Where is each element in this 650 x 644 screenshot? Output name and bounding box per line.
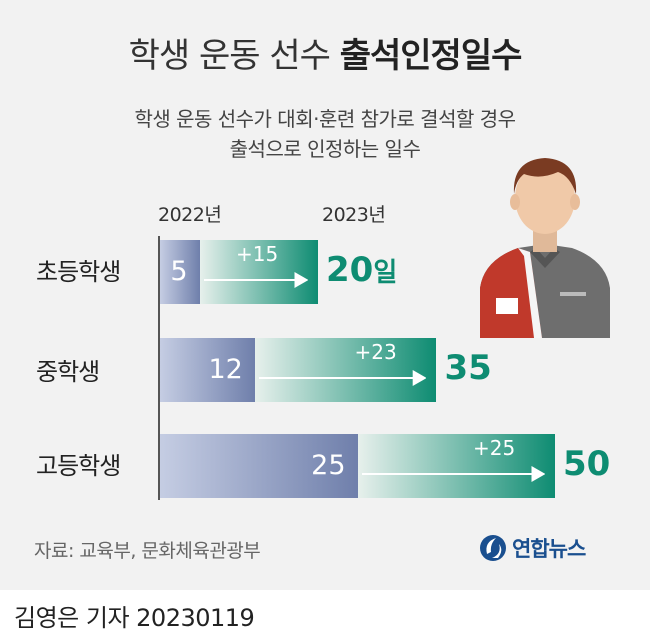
bar-2023-increase-elementary xyxy=(199,240,318,304)
yonhap-logo-icon xyxy=(480,535,506,561)
increase-arrow-icon xyxy=(258,370,427,386)
bar-2023-increase-high xyxy=(357,434,555,498)
title-bold: 출석인정일수 xyxy=(339,36,523,76)
subtitle-line-1: 학생 운동 선수가 대회·훈련 참가로 결석할 경우 xyxy=(134,107,516,131)
category-label-high: 고등학생 xyxy=(36,452,121,480)
byline: 김영은 기자 20230119 xyxy=(14,604,255,632)
source-note: 자료: 교육부, 문화체육관광부 xyxy=(34,540,261,562)
legend-2023: 2023년 xyxy=(322,204,386,226)
page-title: 학생 운동 선수 출석인정일수 xyxy=(0,28,650,77)
increase-arrow-icon xyxy=(361,466,545,482)
legend-2022: 2022년 xyxy=(158,204,222,226)
title-light: 학생 운동 선수 xyxy=(128,36,331,76)
athlete-person-icon xyxy=(480,158,610,338)
bar-2022-elementary xyxy=(160,240,200,304)
value-2022-high: 25 xyxy=(311,450,346,481)
increase-label-high: +25 xyxy=(473,436,516,460)
unit-label: 일 xyxy=(373,258,398,288)
value-2022-middle: 12 xyxy=(208,354,243,385)
subtitle: 학생 운동 선수가 대회·훈련 참가로 결석할 경우 출석으로 인정하는 일수 xyxy=(0,104,650,164)
value-2023-middle: 35 xyxy=(444,348,492,388)
increase-label-middle: +23 xyxy=(354,340,397,364)
increase-arrow-icon xyxy=(203,272,308,288)
category-label-middle: 중학생 xyxy=(36,358,100,386)
value-2023-elementary: 20일 xyxy=(326,250,398,290)
value-2023-high: 50 xyxy=(563,444,611,484)
logo-text: 연합뉴스 xyxy=(512,537,586,561)
category-label-elementary: 초등학생 xyxy=(36,258,121,286)
value-2022-elementary: 5 xyxy=(170,256,188,287)
chart-axis xyxy=(158,236,160,500)
yonhap-logo: 연합뉴스 xyxy=(478,530,586,566)
bar-2022-middle xyxy=(160,338,255,402)
bar-2022-high xyxy=(160,434,358,498)
bar-2023-increase-middle xyxy=(254,338,437,402)
increase-label-elementary: +15 xyxy=(236,242,279,266)
subtitle-line-2: 출석으로 인정하는 일수 xyxy=(229,137,421,161)
